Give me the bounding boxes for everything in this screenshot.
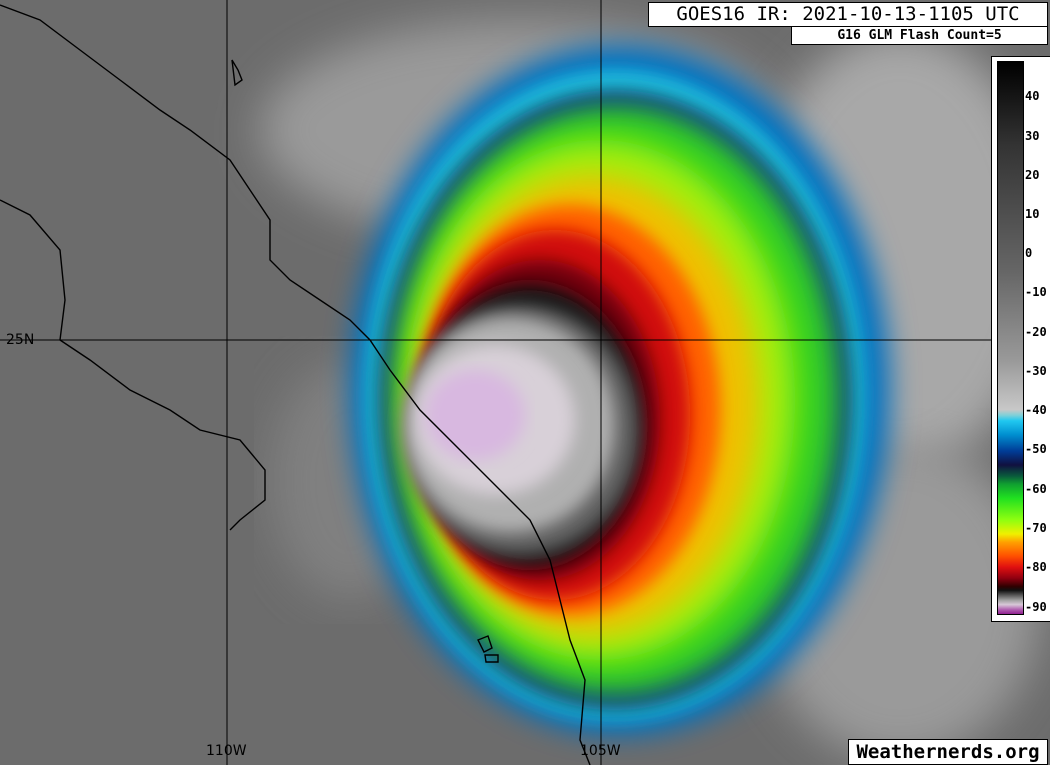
colorbar-gradient [997,61,1024,615]
temperature-colorbar: 40 30 20 10 0 -10 -20 -30 -40 -50 -60 -7… [991,56,1050,622]
weathernerds-watermark: Weathernerds.org [848,739,1048,765]
colorbar-tick: -50 [1025,442,1047,456]
latitude-label-25n: 25N [6,332,35,348]
longitude-label-105w: 105W [580,743,621,759]
colorbar-tick: 10 [1025,207,1040,221]
longitude-label-110w: 110W [206,743,247,759]
colorbar-tick: -70 [1025,521,1047,535]
colorbar-tick: -60 [1025,482,1047,496]
colorbar-tick: -20 [1025,325,1047,339]
colorbar-tick: -10 [1025,285,1047,299]
colorbar-tick: -90 [1025,600,1047,614]
colorbar-tick: 40 [1025,89,1040,103]
colorbar-tick: -30 [1025,364,1047,378]
image-title: GOES16 IR: 2021-10-13-1105 UTC [648,2,1048,27]
colorbar-tick: 0 [1025,246,1033,260]
colorbar-tick: 30 [1025,129,1040,143]
colorbar-tick: 20 [1025,168,1040,182]
colorbar-tick: -80 [1025,560,1047,574]
glm-flash-count: G16 GLM Flash Count=5 [791,26,1048,45]
hurricane-cloud-shield [350,45,890,735]
coastlines [0,4,591,765]
colorbar-tick: -40 [1025,403,1047,417]
